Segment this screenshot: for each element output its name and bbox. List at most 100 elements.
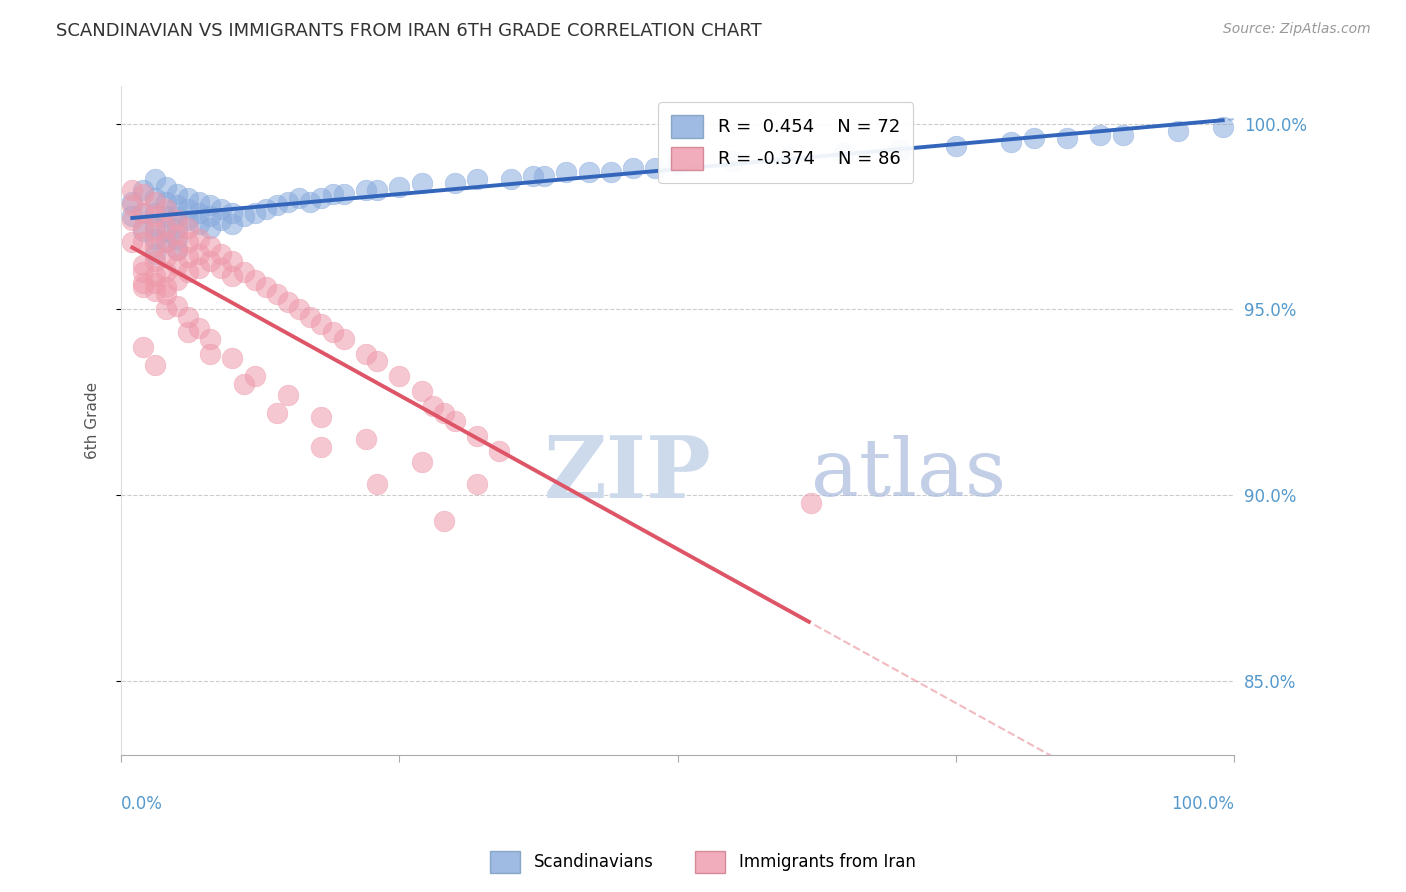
Point: [188, 321, 211, 335]
Point: [644, 161, 666, 175]
Point: [254, 280, 277, 294]
Point: [132, 187, 155, 202]
Point: [132, 277, 155, 291]
Point: [143, 277, 166, 291]
Text: atlas: atlas: [811, 435, 1007, 514]
Point: [143, 246, 166, 260]
Point: [155, 220, 177, 235]
Point: [354, 347, 377, 361]
Point: [465, 172, 488, 186]
Point: [311, 440, 333, 454]
Point: [177, 235, 200, 250]
Point: [198, 239, 221, 253]
Point: [232, 376, 254, 391]
Point: [465, 428, 488, 442]
Point: [388, 369, 411, 384]
Point: [198, 347, 221, 361]
Point: [177, 213, 200, 227]
Point: [221, 254, 243, 268]
Point: [143, 254, 166, 268]
Point: [132, 205, 155, 219]
Point: [121, 198, 143, 212]
Point: [243, 205, 266, 219]
Point: [488, 443, 510, 458]
Point: [1111, 128, 1133, 142]
Point: [243, 272, 266, 286]
Point: [232, 265, 254, 279]
Point: [243, 369, 266, 384]
Point: [155, 302, 177, 317]
Point: [166, 243, 188, 257]
Point: [266, 198, 288, 212]
Point: [1212, 120, 1234, 135]
Point: [155, 224, 177, 238]
Point: [277, 194, 299, 209]
Text: SCANDINAVIAN VS IMMIGRANTS FROM IRAN 6TH GRADE CORRELATION CHART: SCANDINAVIAN VS IMMIGRANTS FROM IRAN 6TH…: [56, 22, 762, 40]
Point: [121, 213, 143, 227]
Point: [1000, 135, 1022, 149]
Point: [332, 332, 354, 346]
Point: [166, 187, 188, 202]
Point: [288, 191, 311, 205]
Point: [177, 220, 200, 235]
Point: [266, 406, 288, 420]
Point: [221, 205, 243, 219]
Point: [166, 272, 188, 286]
Point: [132, 258, 155, 272]
Point: [132, 280, 155, 294]
Point: [209, 202, 232, 216]
Point: [721, 153, 744, 168]
Point: [422, 399, 444, 413]
Point: [465, 477, 488, 491]
Point: [177, 310, 200, 324]
Point: [411, 455, 433, 469]
Point: [388, 179, 411, 194]
Point: [322, 325, 344, 339]
Point: [132, 339, 155, 353]
Point: [166, 299, 188, 313]
Point: [166, 243, 188, 257]
Point: [132, 205, 155, 219]
Point: [444, 176, 467, 190]
Point: [155, 202, 177, 216]
Point: [143, 232, 166, 246]
Point: [209, 246, 232, 260]
Point: [155, 280, 177, 294]
Point: [366, 477, 388, 491]
Legend: Scandinavians, Immigrants from Iran: Scandinavians, Immigrants from Iran: [484, 845, 922, 880]
Point: [143, 210, 166, 224]
Text: ZIP: ZIP: [544, 433, 711, 516]
Point: [166, 210, 188, 224]
Point: [198, 220, 221, 235]
Point: [188, 246, 211, 260]
Point: [155, 210, 177, 224]
Point: [299, 194, 322, 209]
Point: [1090, 128, 1112, 142]
Point: [155, 250, 177, 264]
Point: [277, 388, 299, 402]
Point: [166, 232, 188, 246]
Point: [411, 176, 433, 190]
Point: [198, 332, 221, 346]
Point: [1056, 131, 1078, 145]
Point: [277, 294, 299, 309]
Point: [177, 191, 200, 205]
Point: [522, 169, 544, 183]
Point: [166, 227, 188, 242]
Text: Source: ZipAtlas.com: Source: ZipAtlas.com: [1223, 22, 1371, 37]
Point: [121, 210, 143, 224]
Text: 0.0%: 0.0%: [121, 796, 163, 814]
Point: [143, 284, 166, 298]
Point: [209, 261, 232, 276]
Point: [366, 354, 388, 368]
Point: [143, 172, 166, 186]
Point: [121, 235, 143, 250]
Point: [121, 183, 143, 197]
Point: [177, 202, 200, 216]
Point: [188, 261, 211, 276]
Point: [311, 317, 333, 331]
Point: [288, 302, 311, 317]
Point: [354, 433, 377, 447]
Point: [143, 358, 166, 372]
Point: [177, 250, 200, 264]
